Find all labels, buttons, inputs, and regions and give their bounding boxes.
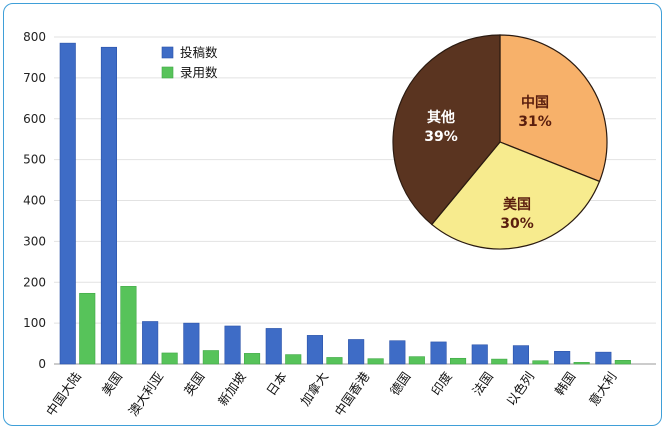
legend-label: 录用数 — [180, 65, 218, 80]
x-category-label: 加拿大 — [297, 369, 331, 408]
bar-submissions — [306, 335, 324, 365]
bar-accepted — [202, 350, 219, 365]
bar-accepted — [79, 292, 96, 365]
y-tick-label: 400 — [23, 194, 46, 208]
legend-swatch — [161, 46, 174, 59]
pie-slice-label: 其他 — [427, 109, 455, 126]
x-category-label: 法国 — [469, 369, 496, 398]
bar-accepted — [491, 358, 508, 365]
bar-accepted — [285, 354, 302, 365]
pie-slice-percent: 30% — [500, 216, 534, 232]
pie-slice-label: 美国 — [503, 196, 531, 213]
y-tick-label: 0 — [38, 357, 46, 371]
bar-accepted — [532, 360, 549, 365]
bar-submissions — [554, 351, 571, 365]
legend-swatch — [161, 66, 174, 79]
bar-accepted — [614, 360, 631, 365]
legend-label: 投稿数 — [180, 45, 218, 60]
bar-submissions — [430, 341, 447, 365]
x-category-label: 中国大陆 — [43, 369, 84, 419]
x-category-label: 韩国 — [552, 369, 579, 398]
pie-chart: 中国 31% 美国 30% 其他 39% — [392, 34, 608, 250]
x-category-label: 澳大利亚 — [125, 369, 166, 419]
bar-submissions — [595, 351, 612, 365]
bar-accepted — [408, 356, 425, 365]
pie-slice — [430, 141, 601, 250]
bar-submissions — [224, 325, 241, 365]
pie-slice — [392, 34, 501, 226]
x-category-label: 新加坡 — [215, 369, 249, 409]
bar-accepted — [367, 358, 384, 365]
bar-accepted — [326, 357, 343, 365]
y-axis: 0 100 200 300 400 500 600 700 800 — [23, 30, 46, 371]
bar-submissions — [183, 322, 200, 365]
x-category-label: 美国 — [99, 369, 126, 398]
bar-accepted — [449, 357, 467, 365]
pie-slice-label: 中国 — [521, 94, 549, 111]
x-category-label: 日本 — [263, 369, 290, 398]
pie-slice — [499, 34, 608, 183]
bars — [59, 42, 631, 365]
y-tick-label: 500 — [23, 153, 46, 167]
x-category-label: 中国香港 — [331, 369, 372, 419]
y-tick-label: 100 — [23, 316, 46, 330]
x-category-label: 意大利 — [586, 369, 620, 408]
bar-submissions — [265, 328, 282, 365]
bar-submissions — [471, 344, 488, 365]
x-category-label: 英国 — [181, 369, 208, 398]
y-tick-label: 300 — [23, 234, 46, 248]
y-tick-label: 800 — [23, 30, 46, 44]
bar-accepted — [120, 286, 137, 365]
bar-submissions — [389, 340, 406, 365]
chart-frame: 0 100 200 300 400 500 600 700 800 中国大陆 美国 澳大利亚 英国 新加… — [3, 3, 662, 426]
y-tick-label: 700 — [23, 71, 46, 85]
bar-submissions — [512, 345, 530, 365]
y-tick-label: 200 — [23, 275, 46, 289]
bar-submissions — [59, 42, 76, 365]
pie-slice-percent: 31% — [518, 114, 552, 130]
category-labels: 中国大陆 美国 澳大利亚 英国 新加坡 日本 加拿大 中国香港 德国 印度 法国 以色列 韩国 意大利 — [43, 369, 620, 419]
x-category-label: 德国 — [387, 369, 414, 398]
x-category-label: 印度 — [428, 369, 455, 398]
y-tick-label: 600 — [23, 112, 46, 126]
pie-slice-percent: 39% — [424, 129, 458, 145]
x-category-label: 以色列 — [503, 369, 537, 408]
bar-accepted — [573, 362, 590, 365]
bar-submissions — [142, 321, 159, 365]
bar-accepted — [244, 353, 261, 365]
bar-accepted — [161, 352, 178, 365]
bar-submissions — [348, 339, 365, 365]
bar-submissions — [100, 46, 117, 365]
